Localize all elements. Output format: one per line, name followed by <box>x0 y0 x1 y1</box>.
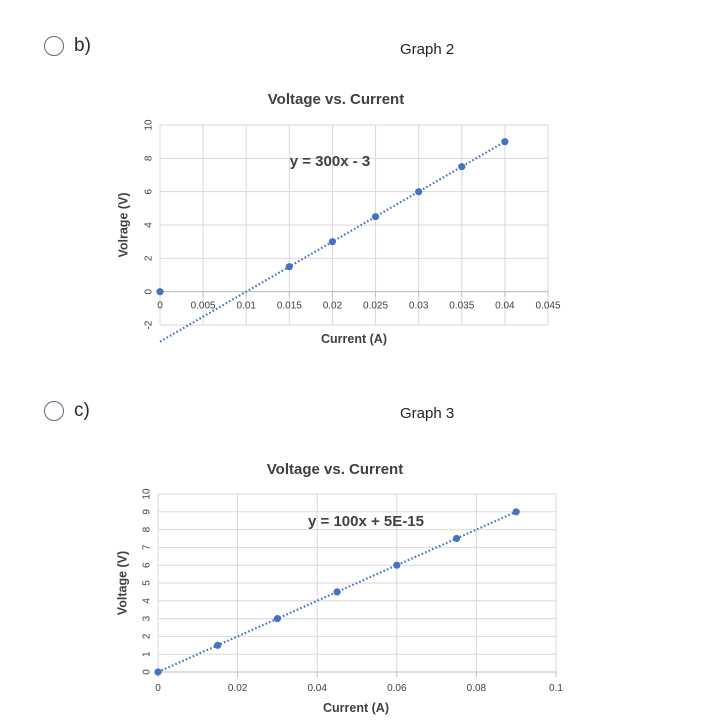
trendline-equation: y = 300x - 3 <box>290 153 370 170</box>
data-point <box>512 508 520 516</box>
y-axis-label: Voltage (V) <box>115 551 129 615</box>
y-tick-label: 8 <box>142 526 153 532</box>
data-point <box>214 641 222 649</box>
y-tick-label: 7 <box>142 544 153 550</box>
y-tick-label: 9 <box>142 509 153 515</box>
x-tick-label: 0.03 <box>409 301 429 312</box>
chart-2: 0 0.005 0.01 0.015 0.02 0.025 0.03 0.035 0.04 0.0… <box>116 91 561 346</box>
x-tick-label: 0.04 <box>307 683 327 694</box>
x-tick-label: 0.06 <box>387 683 407 694</box>
data-point <box>501 138 509 146</box>
x-tick-label: 0.08 <box>467 683 487 694</box>
y-tick-label: 4 <box>144 222 155 228</box>
radio-button-b[interactable] <box>44 36 64 56</box>
y-tick-label: 0 <box>144 288 155 294</box>
data-point <box>415 188 423 196</box>
data-point <box>154 668 162 676</box>
chart-title: Voltage vs. Current <box>267 461 403 478</box>
x-axis-label: Current (A) <box>321 332 387 346</box>
data-point <box>328 238 337 246</box>
y-tick-label: 10 <box>144 119 155 131</box>
option-c-label: c) <box>74 400 90 421</box>
option-b[interactable]: b) <box>44 35 91 57</box>
y-tick-label: 0 <box>142 669 153 675</box>
data-point <box>458 163 466 171</box>
x-tick-label: 0 <box>157 301 163 312</box>
y-tick-label: 2 <box>144 255 155 261</box>
x-tick-label: 0.04 <box>495 301 515 312</box>
data-point <box>285 263 293 271</box>
y-tick-label: -2 <box>144 320 155 329</box>
x-tick-label: 0.015 <box>277 301 302 312</box>
trendline-equation: y = 100x + 5E-15 <box>308 513 424 530</box>
graph-3-title: Graph 3 <box>400 405 455 422</box>
data-point <box>273 615 281 623</box>
y-tick-label: 6 <box>144 188 155 194</box>
graph-2-title: Graph 2 <box>400 41 455 58</box>
y-tick-label: 1 <box>142 651 153 657</box>
data-point <box>393 561 401 569</box>
data-point <box>333 588 341 596</box>
chart-3: 0 0.02 0.04 0.06 0.08 0.1 0 1 2 3 4 5 6 7 8 9 10 y = 100x… <box>115 461 563 715</box>
x-axis-label: Current (A) <box>323 701 389 715</box>
x-tick-label: 0.045 <box>535 301 560 312</box>
x-tick-label: 0.035 <box>449 301 474 312</box>
radio-button-c[interactable] <box>44 401 64 421</box>
y-tick-label: 8 <box>144 155 155 161</box>
y-tick-label: 10 <box>142 488 153 500</box>
x-tick-label: 0.005 <box>191 301 216 312</box>
x-tick-label: 0.01 <box>236 301 256 312</box>
option-c[interactable]: c) <box>44 400 90 422</box>
x-tick-label: 0.02 <box>323 301 343 312</box>
x-tick-label: 0.1 <box>549 683 563 694</box>
data-point <box>452 534 461 543</box>
x-tick-label: 0 <box>155 683 161 694</box>
x-tick-label: 0.025 <box>363 301 388 312</box>
data-point <box>371 213 380 221</box>
y-tick-label: 3 <box>142 615 153 621</box>
chart-title: Voltage vs. Current <box>268 91 404 108</box>
y-tick-label: 5 <box>142 580 153 586</box>
y-tick-label: 4 <box>142 598 153 604</box>
y-tick-label: 6 <box>142 562 153 568</box>
y-axis-label: Volrage (V) <box>116 192 130 257</box>
option-b-label: b) <box>74 35 91 56</box>
data-point <box>156 288 164 296</box>
y-tick-label: 2 <box>142 633 153 639</box>
x-tick-label: 0.02 <box>228 683 248 694</box>
